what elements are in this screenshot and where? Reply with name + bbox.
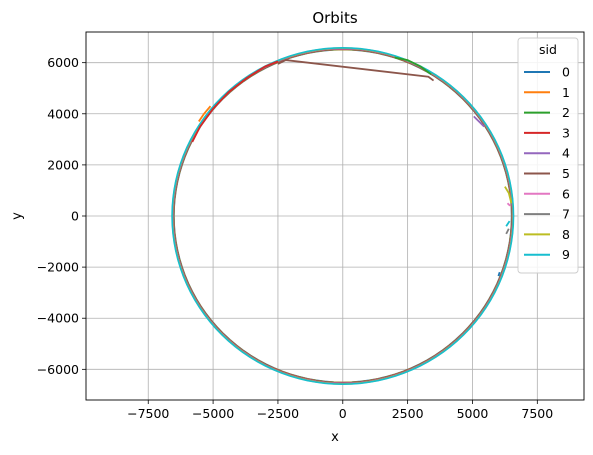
y-axis-label: y bbox=[10, 212, 25, 220]
orbit-segment-0 bbox=[497, 271, 501, 277]
y-tick-label: 4000 bbox=[47, 106, 79, 121]
y-tick-label: −2000 bbox=[37, 260, 79, 275]
legend-title: sid bbox=[539, 42, 557, 57]
ticks: −7500 −5000 −2500 0 2500 5000 7500 −6000 −4000 −2… bbox=[37, 55, 554, 421]
orbit-segment-7 bbox=[505, 228, 510, 235]
y-tick-label: 0 bbox=[71, 209, 79, 224]
x-tick-label: 0 bbox=[339, 406, 347, 421]
legend-label-4: 4 bbox=[562, 146, 570, 161]
orbit-traces bbox=[171, 46, 515, 386]
x-tick-label: 2500 bbox=[392, 406, 424, 421]
legend: sid 0 1 2 3 4 5 6 7 8 9 bbox=[517, 37, 579, 274]
orbit-segment-3 bbox=[191, 60, 279, 143]
x-tick-label: −5000 bbox=[192, 406, 234, 421]
legend-label-3: 3 bbox=[562, 125, 570, 140]
y-tick-label: 2000 bbox=[47, 157, 79, 172]
orbit-segment-4 bbox=[473, 115, 485, 128]
x-axis-label: x bbox=[331, 430, 339, 445]
y-tick-label: 6000 bbox=[47, 55, 79, 70]
x-tick-label: −2500 bbox=[257, 406, 299, 421]
legend-label-5: 5 bbox=[562, 166, 570, 181]
orbit-segment-5 bbox=[277, 59, 435, 82]
y-tick-label: −4000 bbox=[37, 311, 79, 326]
orbit-segment-1 bbox=[198, 105, 212, 122]
orbit-segment-8 bbox=[504, 186, 513, 204]
x-tick-label: 5000 bbox=[457, 406, 489, 421]
legend-label-7: 7 bbox=[562, 207, 570, 222]
orbit-segment-9 bbox=[505, 220, 511, 227]
legend-label-0: 0 bbox=[562, 65, 570, 80]
orbit-series-9 bbox=[171, 46, 515, 386]
legend-label-1: 1 bbox=[562, 85, 570, 100]
x-tick-label: 7500 bbox=[521, 406, 553, 421]
orbit-segment-2 bbox=[394, 56, 432, 75]
x-tick-label: −7500 bbox=[127, 406, 169, 421]
chart-title: Orbits bbox=[312, 9, 358, 27]
legend-label-6: 6 bbox=[562, 186, 570, 201]
y-tick-label: −6000 bbox=[37, 362, 79, 377]
legend-label-2: 2 bbox=[562, 105, 570, 120]
legend-label-8: 8 bbox=[562, 227, 570, 242]
legend-label-9: 9 bbox=[562, 247, 570, 262]
orbit-segment-6 bbox=[506, 202, 511, 207]
grid bbox=[86, 32, 584, 400]
